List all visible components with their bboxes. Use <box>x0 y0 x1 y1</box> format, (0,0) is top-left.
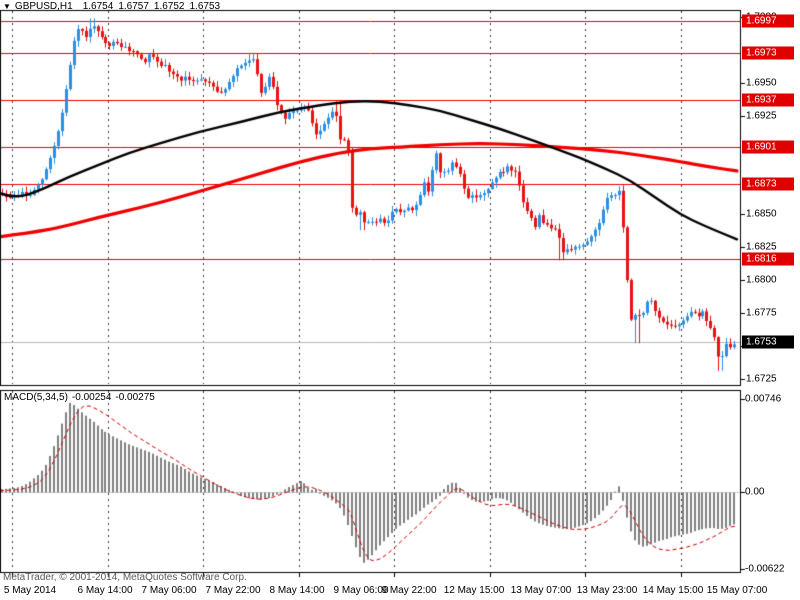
time-label: 14 May 15:00 <box>642 585 704 596</box>
price-tick-label: 1.6725 <box>746 373 777 385</box>
time-label: 5 May 2014 <box>3 585 57 596</box>
symbol-label: GBPUSD,H1 <box>14 1 73 12</box>
chart-dropdown-icon[interactable]: ▼ <box>3 2 11 11</box>
price-level-label: 1.6973 <box>742 46 794 60</box>
price-tick-label: 1.6775 <box>746 307 777 319</box>
price-tick-label: 1.6925 <box>746 110 777 122</box>
time-label: 7 May 06:00 <box>141 585 197 596</box>
price-level-label: 1.6901 <box>742 140 794 154</box>
ohlc-open: 1.6754 <box>82 1 114 12</box>
macd-indicator-label: MACD(5,34,5) -0.00254 -0.00275 <box>4 392 159 403</box>
ohlc-close: 1.6753 <box>189 1 221 12</box>
price-tick-label: 1.6950 <box>746 77 777 89</box>
price-level-label: 1.6937 <box>742 93 794 107</box>
price-tick-label: 1.6850 <box>746 208 777 220</box>
time-label: 9 May 22:00 <box>381 585 437 596</box>
macd-signal-value: -0.00275 <box>115 392 155 403</box>
time-label: 8 May 14:00 <box>269 585 325 596</box>
time-label: 13 May 07:00 <box>510 585 572 596</box>
time-label: 6 May 14:00 <box>77 585 133 596</box>
time-label: 9 May 06:00 <box>333 585 389 596</box>
time-label: 7 May 22:00 <box>205 585 261 596</box>
macd-tick-label: 0.00746 <box>745 393 782 405</box>
ohlc-high: 1.6757 <box>118 1 149 12</box>
macd-main-value: -0.00254 <box>71 392 112 403</box>
symbol-info-bar: ▼ GBPUSD,H1 1.6754 1.6757 1.6752 1.6753 <box>3 1 225 12</box>
copyright-text: MetaTrader, © 2001-2014, MetaQuotes Soft… <box>3 572 247 583</box>
price-tick-label: 1.6800 <box>746 274 777 286</box>
price-level-label: 1.6873 <box>742 177 794 191</box>
time-label: 13 May 23:00 <box>576 585 638 596</box>
price-level-label: 1.6997 <box>742 14 794 28</box>
time-label: 15 May 07:00 <box>706 585 768 596</box>
ohlc-low: 1.6752 <box>153 1 185 12</box>
macd-name: MACD(5,34,5) <box>4 392 68 403</box>
price-level-label: 1.6816 <box>742 252 794 266</box>
price-tick-label: 1.6825 <box>746 241 777 253</box>
macd-tick-label: 0.00 <box>745 486 765 498</box>
time-label: 12 May 15:00 <box>443 585 505 596</box>
current-price-label: 1.6753 <box>742 335 794 349</box>
macd-tick-label: -0.00622 <box>745 563 785 575</box>
